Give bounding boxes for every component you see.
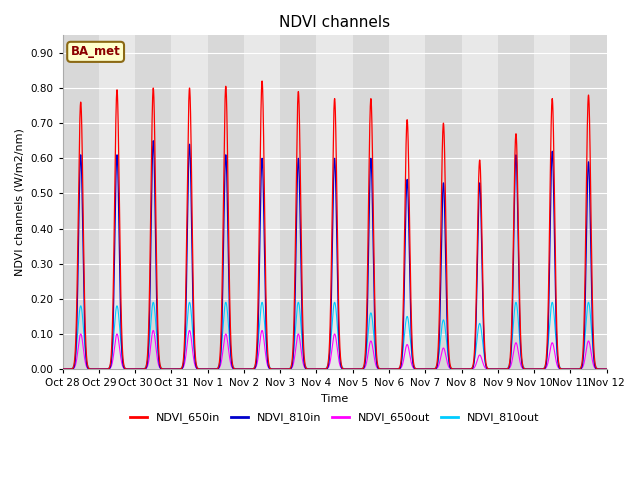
Y-axis label: NDVI channels (W/m2/nm): NDVI channels (W/m2/nm) — [15, 128, 25, 276]
Bar — [498, 36, 534, 369]
Bar — [316, 36, 353, 369]
Bar — [534, 36, 570, 369]
Bar — [425, 36, 461, 369]
Bar — [570, 36, 607, 369]
Bar — [99, 36, 135, 369]
Bar — [244, 36, 280, 369]
Text: BA_met: BA_met — [71, 45, 120, 59]
X-axis label: Time: Time — [321, 394, 348, 404]
Bar — [207, 36, 244, 369]
Bar — [280, 36, 316, 369]
Bar — [172, 36, 207, 369]
Legend: NDVI_650in, NDVI_810in, NDVI_650out, NDVI_810out: NDVI_650in, NDVI_810in, NDVI_650out, NDV… — [125, 408, 544, 428]
Title: NDVI channels: NDVI channels — [279, 15, 390, 30]
Bar — [63, 36, 99, 369]
Bar — [135, 36, 172, 369]
Bar — [353, 36, 389, 369]
Bar — [389, 36, 425, 369]
Bar — [461, 36, 498, 369]
